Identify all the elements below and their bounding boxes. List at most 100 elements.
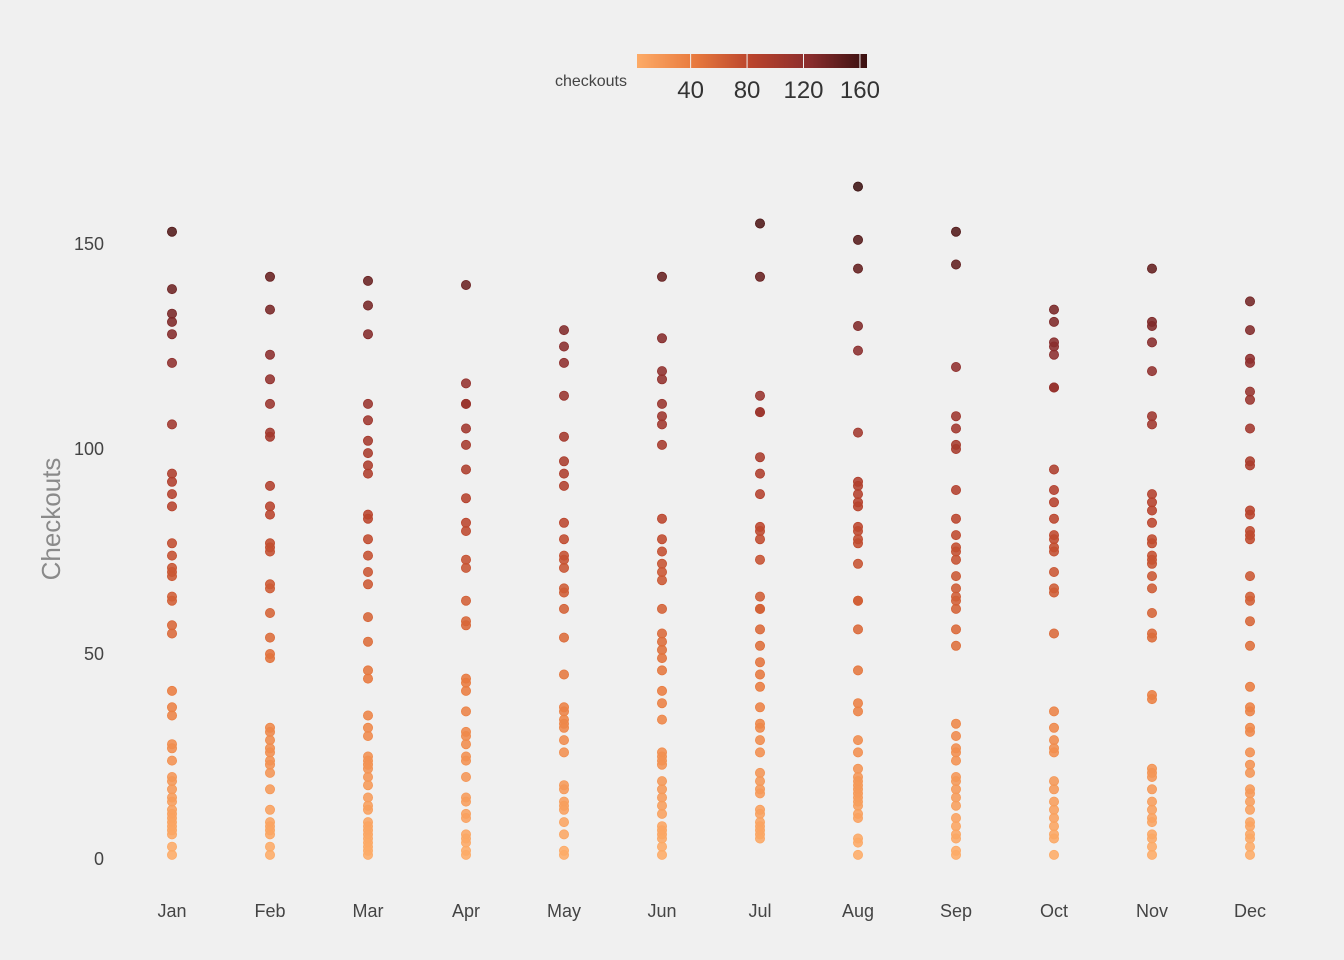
data-point-dec	[1245, 595, 1256, 606]
data-point-apr	[460, 755, 471, 766]
data-point-oct	[1049, 833, 1060, 844]
data-point-dec	[1245, 325, 1256, 336]
data-point-mar	[362, 804, 373, 815]
data-point-mar	[362, 673, 373, 684]
data-point-feb	[264, 349, 275, 360]
data-point-oct	[1049, 316, 1060, 327]
data-point-may	[559, 722, 570, 733]
x-tick-label: Jan	[157, 901, 186, 921]
data-point-jan	[166, 685, 177, 696]
data-point-aug	[853, 706, 864, 717]
data-point-apr	[460, 398, 471, 409]
y-axis-label: Checkouts	[36, 458, 66, 581]
data-point-aug	[853, 345, 864, 356]
data-point-jan	[166, 849, 177, 860]
data-point-may	[559, 669, 570, 680]
data-point-may	[559, 517, 570, 528]
data-point-apr	[460, 562, 471, 573]
data-point-may	[559, 562, 570, 573]
data-point-aug	[853, 181, 864, 192]
data-point-may	[559, 480, 570, 491]
data-point-mar	[362, 329, 373, 340]
data-point-jan	[166, 316, 177, 327]
data-point-mar	[362, 731, 373, 742]
data-point-sep	[951, 755, 962, 766]
data-point-may	[559, 357, 570, 368]
data-point-jul	[755, 534, 766, 545]
data-point-sep	[951, 571, 962, 582]
data-point-jun	[657, 534, 668, 545]
data-point-sep	[951, 624, 962, 635]
data-point-jun	[657, 546, 668, 557]
data-point-oct	[1049, 587, 1060, 598]
data-point-sep	[951, 259, 962, 270]
data-point-aug	[853, 558, 864, 569]
data-point-apr	[460, 595, 471, 606]
data-point-jul	[755, 603, 766, 614]
data-point-nov	[1147, 263, 1158, 274]
data-point-apr	[460, 849, 471, 860]
data-point-nov	[1147, 538, 1158, 549]
data-point-jan	[166, 489, 177, 500]
data-point-aug	[853, 595, 864, 606]
data-point-sep	[951, 718, 962, 729]
data-point-oct	[1049, 567, 1060, 578]
data-point-may	[559, 325, 570, 336]
data-point-mar	[362, 435, 373, 446]
data-point-nov	[1147, 505, 1158, 516]
data-point-mar	[362, 415, 373, 426]
data-point-dec	[1245, 357, 1256, 368]
legend-tick-label: 80	[734, 77, 761, 104]
data-point-aug	[853, 427, 864, 438]
data-point-nov	[1147, 772, 1158, 783]
data-point-mar	[362, 780, 373, 791]
data-point-jan	[166, 538, 177, 549]
data-point-mar	[362, 636, 373, 647]
data-point-nov	[1147, 608, 1158, 619]
data-point-dec	[1245, 616, 1256, 627]
data-point-jul	[755, 657, 766, 668]
data-point-apr	[460, 493, 471, 504]
data-point-oct	[1049, 464, 1060, 475]
data-point-mar	[362, 300, 373, 311]
data-point-sep	[951, 640, 962, 651]
data-point-mar	[362, 448, 373, 459]
data-point-sep	[951, 849, 962, 860]
data-point-feb	[264, 767, 275, 778]
data-point-feb	[264, 480, 275, 491]
legend-tick-label: 160	[840, 77, 880, 104]
data-point-mar	[362, 550, 373, 561]
data-point-dec	[1245, 460, 1256, 471]
data-point-may	[559, 390, 570, 401]
data-point-jan	[166, 710, 177, 721]
y-axis-ticks: 0 50 100 150	[74, 234, 104, 869]
data-point-oct	[1049, 784, 1060, 795]
data-point-may	[559, 735, 570, 746]
x-tick-label: Dec	[1234, 901, 1266, 921]
data-point-jul	[755, 702, 766, 713]
legend-title: checkouts	[555, 73, 627, 90]
data-point-may	[559, 431, 570, 442]
legend-tick-label: 40	[677, 77, 704, 104]
data-point-feb	[264, 632, 275, 643]
data-point-jul	[755, 489, 766, 500]
x-tick-label: Feb	[254, 901, 285, 921]
data-point-sep	[951, 800, 962, 811]
data-point-jul	[755, 407, 766, 418]
data-point-oct	[1049, 484, 1060, 495]
data-point-apr	[460, 378, 471, 389]
data-point-jan	[166, 329, 177, 340]
data-point-jan	[166, 628, 177, 639]
data-point-dec	[1245, 747, 1256, 758]
data-point-jan	[166, 284, 177, 295]
legend-colorbar	[637, 54, 867, 68]
data-point-jul	[755, 722, 766, 733]
data-point-nov	[1147, 320, 1158, 331]
data-point-jan	[166, 755, 177, 766]
data-point-nov	[1147, 817, 1158, 828]
data-point-dec	[1245, 394, 1256, 405]
data-point-oct	[1049, 706, 1060, 717]
data-point-jun	[657, 333, 668, 344]
data-point-jun	[657, 603, 668, 614]
data-point-sep	[951, 411, 962, 422]
